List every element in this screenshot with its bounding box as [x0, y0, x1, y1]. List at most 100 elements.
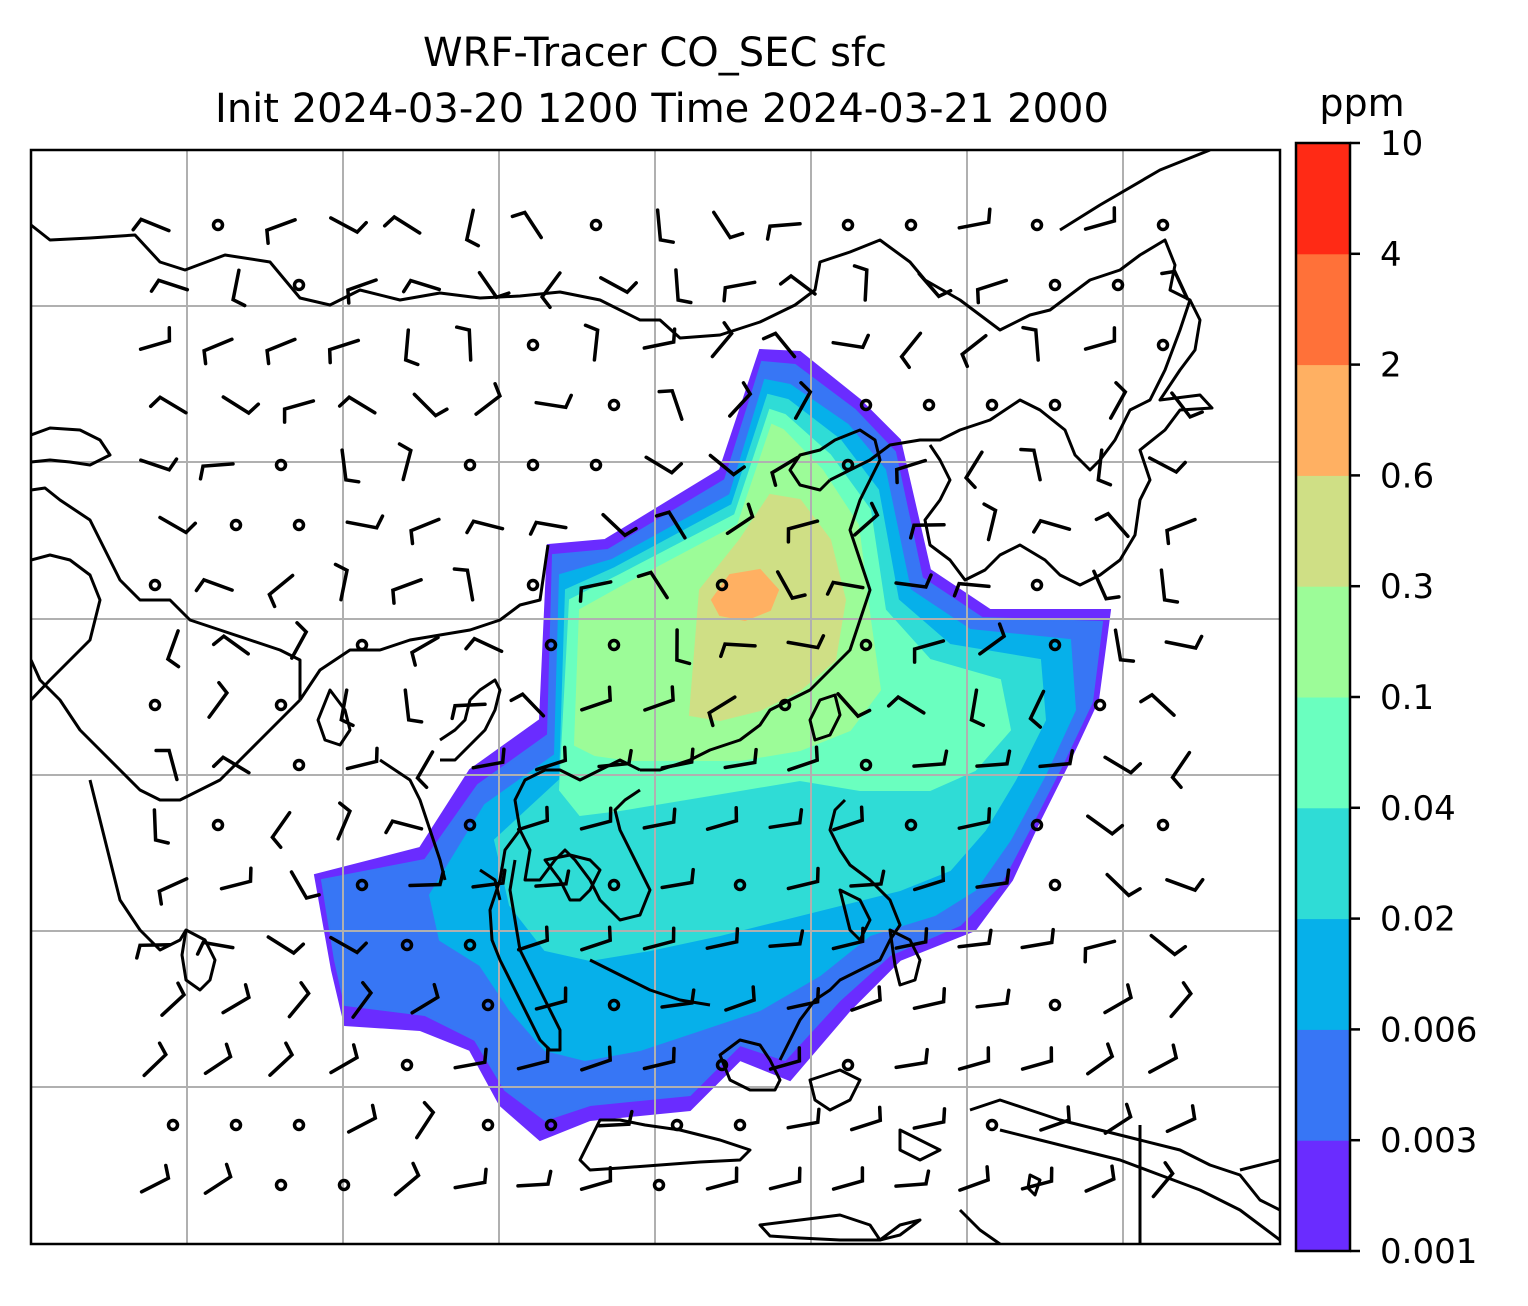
- calm-wind-marker: [589, 218, 603, 232]
- wind-barb: [452, 567, 475, 602]
- wind-barb: [1086, 814, 1125, 837]
- wind-barb: [978, 622, 1007, 656]
- wind-barb: [786, 634, 826, 650]
- wind-barb: [410, 982, 440, 1015]
- wind-barb: [1147, 456, 1187, 475]
- calm-wind-marker: [211, 218, 225, 232]
- wind-barb: [722, 280, 757, 303]
- calm-wind-marker: [1030, 818, 1044, 832]
- wind-barb: [289, 870, 321, 901]
- wind-barb: [793, 381, 813, 420]
- wind-barb: [917, 271, 953, 299]
- wind-barb: [660, 988, 696, 1009]
- calm-wind-marker: [211, 818, 225, 832]
- wind-barb: [597, 1109, 634, 1128]
- wind-barb: [831, 1166, 865, 1191]
- wind-barb: [655, 208, 675, 244]
- wind-barb: [712, 210, 745, 240]
- wind-barb: [912, 639, 946, 664]
- wind-barb: [849, 1105, 883, 1132]
- calm-wind-marker: [1048, 878, 1062, 892]
- map-frame: [29, 148, 1282, 1246]
- calm-wind-marker: [292, 758, 306, 772]
- wind-barb: [1160, 269, 1190, 301]
- wind-barb: [534, 745, 568, 772]
- wind-barb: [1096, 448, 1113, 487]
- wind-barb: [157, 877, 189, 906]
- wind-barb: [165, 629, 181, 669]
- wind-barb: [534, 986, 568, 1011]
- wind-barb: [1113, 628, 1136, 663]
- wind-barb: [710, 321, 734, 359]
- calm-wind-marker: [1048, 638, 1062, 652]
- wind-barb: [1020, 1046, 1054, 1071]
- calm-wind-marker: [715, 1058, 729, 1072]
- wind-barb: [339, 688, 355, 728]
- wind-barb: [660, 867, 695, 890]
- colorbar-tick-label: 0.001: [1380, 1232, 1477, 1272]
- wind-barb: [768, 929, 805, 948]
- wind-barb: [768, 1046, 802, 1071]
- wind-barb: [329, 935, 368, 955]
- colorbar-units: ppm: [1319, 81, 1404, 125]
- wind-barb: [219, 866, 253, 891]
- wind-barb: [1108, 381, 1128, 420]
- wind-barb: [534, 869, 571, 888]
- calm-wind-marker: [607, 998, 621, 1012]
- colorbar-tick-label: 0.02: [1380, 900, 1456, 940]
- wind-barb: [963, 450, 984, 490]
- colorbar-tick-label: 0.6: [1380, 456, 1434, 496]
- wind-barb: [643, 685, 675, 712]
- calm-wind-marker: [292, 518, 306, 532]
- calm-wind-marker: [544, 638, 558, 652]
- wind-barb: [957, 207, 992, 230]
- wind-barb: [908, 523, 946, 540]
- wind-barb: [1083, 939, 1117, 964]
- wind-barb: [267, 573, 295, 609]
- wind-barb: [412, 392, 449, 418]
- wind-barb: [195, 940, 235, 956]
- wind-barb: [765, 222, 802, 241]
- wind-barb: [707, 695, 737, 728]
- calm-wind-marker: [670, 1118, 684, 1132]
- wind-barb: [509, 692, 546, 718]
- wind-barb: [351, 980, 374, 1019]
- wind-barb: [453, 1167, 488, 1190]
- wind-barb: [477, 270, 511, 300]
- wind-barb: [675, 628, 692, 666]
- wind-barb: [336, 801, 353, 841]
- wind-barb: [471, 868, 507, 889]
- calm-wind-marker: [355, 878, 369, 892]
- wind-barb: [211, 633, 250, 656]
- wind-barb: [203, 1042, 233, 1076]
- calm-wind-marker: [733, 878, 747, 892]
- wind-barb: [725, 502, 755, 536]
- colorbar-tick-label: 0.3: [1380, 567, 1434, 607]
- wind-barb: [975, 278, 1009, 305]
- wind-barb: [346, 278, 378, 305]
- wind-barb: [708, 453, 746, 477]
- wind-barb: [1086, 1042, 1115, 1076]
- calm-wind-marker: [841, 218, 855, 232]
- calm-wind-marker: [463, 818, 477, 832]
- colorbar-tick-label: 0.1: [1380, 678, 1434, 718]
- wind-barb: [642, 1046, 676, 1071]
- calm-wind-marker: [715, 578, 729, 592]
- wind-barb: [975, 749, 1012, 768]
- wind-barb: [852, 501, 880, 537]
- wind-barb: [345, 514, 385, 530]
- wind-barb: [149, 278, 190, 293]
- wind-barb: [674, 268, 693, 305]
- wind-barb: [899, 331, 923, 370]
- calm-wind-marker: [904, 218, 918, 232]
- calm-wind-marker: [1156, 818, 1170, 832]
- calm-wind-marker: [274, 458, 288, 472]
- wind-barb: [231, 268, 247, 308]
- wind-barb: [1028, 689, 1046, 729]
- calm-wind-marker: [1030, 218, 1044, 232]
- wind-barb: [401, 278, 442, 294]
- wind-barb: [982, 502, 998, 542]
- calm-wind-marker: [985, 398, 999, 412]
- wind-barb: [957, 807, 992, 830]
- wind-barb: [265, 337, 297, 366]
